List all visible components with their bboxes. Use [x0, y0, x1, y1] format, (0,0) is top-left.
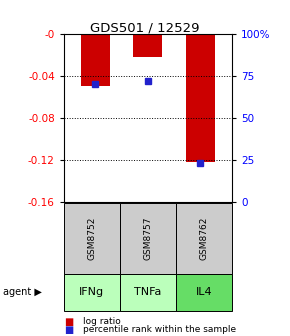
Bar	[186, 34, 215, 162]
Bar	[81, 34, 110, 86]
Text: ■: ■	[64, 317, 73, 327]
Text: IFNg: IFNg	[79, 287, 104, 297]
Text: ■: ■	[64, 325, 73, 335]
Text: TNFa: TNFa	[134, 287, 162, 297]
Text: IL4: IL4	[196, 287, 212, 297]
Text: GSM8757: GSM8757	[143, 217, 153, 260]
Text: GSM8752: GSM8752	[87, 217, 96, 260]
Text: log ratio: log ratio	[83, 317, 120, 326]
Text: GSM8762: GSM8762	[200, 217, 209, 260]
Bar	[133, 34, 162, 57]
Text: GDS501 / 12529: GDS501 / 12529	[90, 22, 200, 35]
Text: agent ▶: agent ▶	[3, 287, 42, 297]
Text: percentile rank within the sample: percentile rank within the sample	[83, 326, 236, 334]
